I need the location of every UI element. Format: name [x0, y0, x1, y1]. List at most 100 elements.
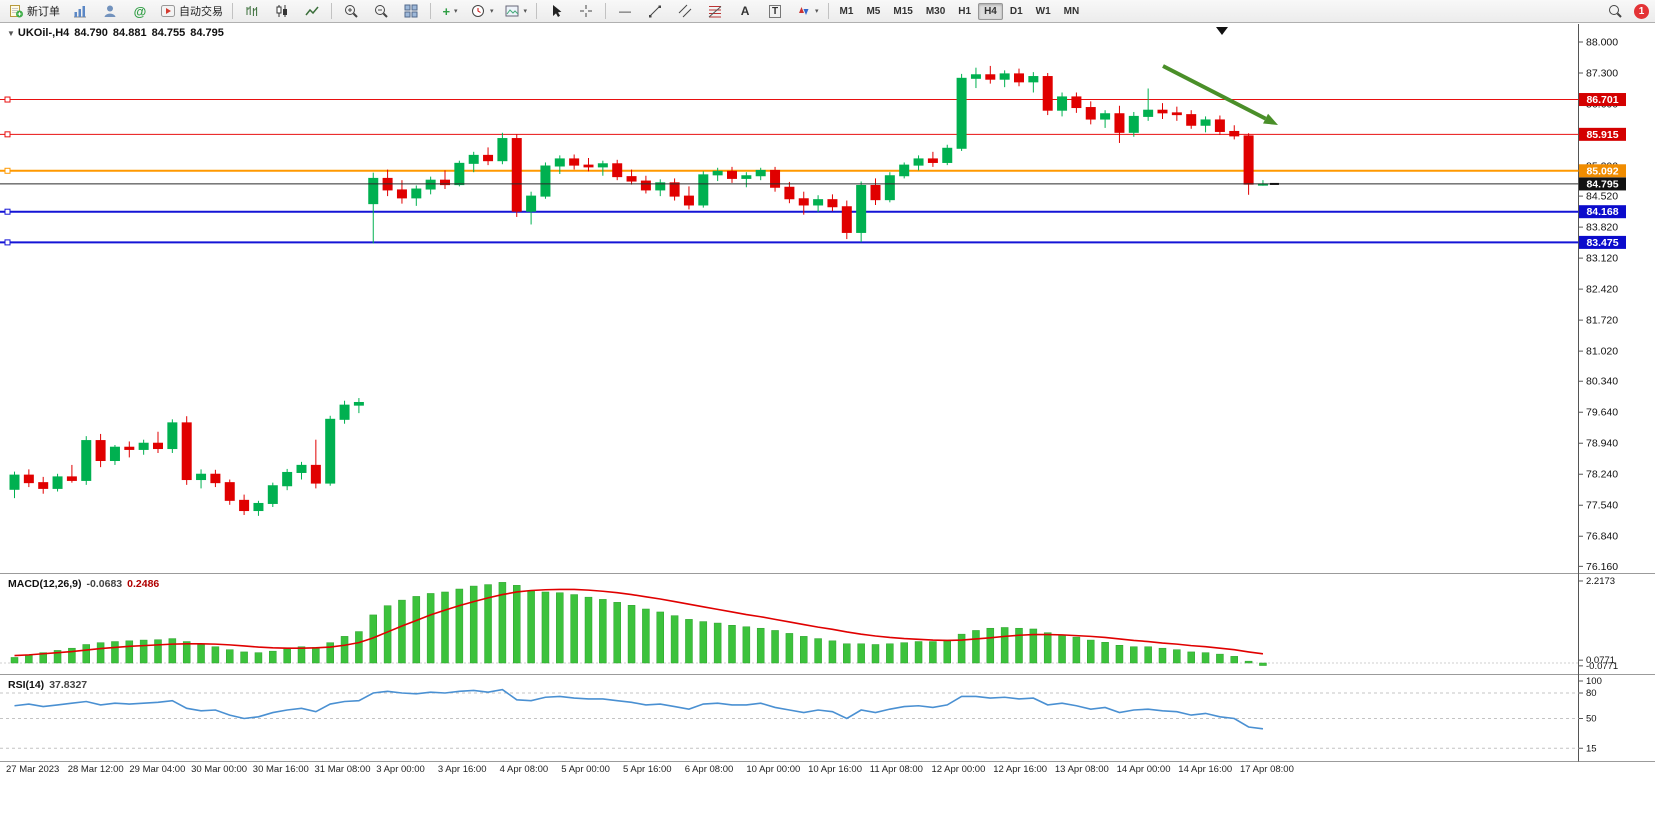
candle-body: [353, 401, 364, 406]
timeframe-mn[interactable]: MN: [1063, 5, 1080, 17]
collapse-arrow-icon[interactable]: ▼: [7, 29, 15, 38]
time-label: 10 Apr 00:00: [746, 764, 800, 775]
line-chart-type-button[interactable]: [298, 0, 326, 22]
candle-body: [109, 446, 120, 462]
macd-axis-labels: 2.2173 0.0771-0.0771: [1578, 576, 1618, 672]
candle-body: [683, 195, 694, 206]
svg-text:15: 15: [1586, 743, 1597, 754]
trendline-tool-button[interactable]: [641, 0, 669, 22]
indicators-button[interactable]: + ▾: [436, 0, 464, 22]
macd-signal-value: 0.2486: [127, 578, 160, 590]
svg-text:83.820: 83.820: [1586, 222, 1618, 234]
arrows-tool-button[interactable]: ▾: [791, 0, 823, 22]
line-handle[interactable]: [4, 239, 11, 246]
svg-text:76.160: 76.160: [1586, 561, 1618, 573]
crosshair-tool-button[interactable]: [572, 0, 600, 22]
clock-icon: [470, 3, 486, 19]
channel-tool-button[interactable]: [671, 0, 699, 22]
timeframe-w1[interactable]: W1: [1035, 5, 1051, 17]
fibonacci-icon: [707, 3, 723, 19]
candle-body: [813, 199, 824, 206]
candle-body: [1186, 114, 1197, 126]
svg-text:0.0771: 0.0771: [1586, 655, 1615, 666]
new-order-button[interactable]: 新订单: [4, 0, 64, 22]
candle-body: [1071, 96, 1082, 109]
candle-body: [1028, 76, 1039, 83]
time-label: 14 Apr 00:00: [1117, 764, 1171, 775]
community-button[interactable]: @: [126, 0, 154, 22]
candle-body: [440, 179, 450, 186]
main-toolbar: 新订单 @ 自动交易 + ▾ ▾ ▾ — A T ▾ M1 M5 M15 M30 H1 H4…: [0, 0, 1655, 23]
candle-body: [167, 422, 178, 450]
candle-body: [1243, 135, 1254, 185]
timeframe-m5[interactable]: M5: [866, 5, 881, 17]
down-triangle-marker[interactable]: [1216, 27, 1228, 35]
toolbar-divider: [605, 3, 607, 19]
line-handle[interactable]: [4, 208, 11, 215]
market-watch-button[interactable]: [96, 0, 124, 22]
candle-body: [52, 476, 63, 489]
time-label: 13 Apr 08:00: [1055, 764, 1109, 775]
timeframe-m15[interactable]: M15: [893, 5, 913, 17]
macd-histogram: [10, 582, 1267, 666]
high-value: 84.881: [112, 27, 147, 39]
text-tool-button[interactable]: A: [731, 0, 759, 22]
text-label-tool-button[interactable]: T: [761, 0, 789, 22]
candle-body: [712, 170, 723, 176]
fibonacci-tool-button[interactable]: [701, 0, 729, 22]
candle-body: [81, 440, 92, 481]
svg-text:81.720: 81.720: [1586, 315, 1618, 327]
rsi-line: [14, 688, 1264, 730]
candle-chart-type-button[interactable]: [268, 0, 296, 22]
candle-body: [95, 440, 106, 462]
timeframe-d1[interactable]: D1: [1009, 5, 1023, 17]
zoom-in-button[interactable]: [337, 0, 365, 22]
tile-windows-button[interactable]: [397, 0, 425, 22]
horizontal-line-tool-button[interactable]: —: [611, 0, 639, 22]
new-chart-button[interactable]: [66, 0, 94, 22]
new-order-label: 新订单: [27, 6, 60, 18]
candle-body: [1214, 119, 1225, 132]
autotrading-button[interactable]: 自动交易: [156, 0, 227, 22]
svg-text:77.540: 77.540: [1586, 500, 1618, 512]
toolbar-divider: [536, 3, 538, 19]
candle-body: [310, 464, 321, 484]
horizontal-line-icon: —: [619, 4, 632, 18]
notification-badge[interactable]: 1: [1634, 3, 1649, 19]
zoom-out-button[interactable]: [367, 0, 395, 22]
price-badge: 86.701: [1579, 93, 1626, 107]
cursor-tool-button[interactable]: [542, 0, 570, 22]
trend-arrow-annotation[interactable]: [1162, 64, 1278, 125]
svg-text:50: 50: [1586, 714, 1597, 725]
bar-chart-type-button[interactable]: [238, 0, 266, 22]
time-label: 12 Apr 00:00: [932, 764, 986, 775]
autotrading-label: 自动交易: [179, 6, 223, 18]
templates-button[interactable]: ▾: [500, 0, 532, 22]
time-label: 3 Apr 00:00: [376, 764, 425, 775]
svg-text:82.420: 82.420: [1586, 284, 1618, 296]
candle-body: [23, 474, 34, 484]
time-label: 17 Apr 08:00: [1240, 764, 1294, 775]
open-value: 84.790: [74, 27, 108, 39]
timeframe-m30[interactable]: M30: [925, 5, 946, 17]
time-label: 31 Mar 08:00: [315, 764, 371, 775]
price-badge: 85.915: [1579, 127, 1626, 141]
price-badge: 83.475: [1579, 235, 1626, 249]
candle-body: [526, 195, 537, 212]
timeframe-m1[interactable]: M1: [839, 5, 854, 17]
svg-text:81.020: 81.020: [1586, 346, 1618, 358]
line-handle[interactable]: [4, 167, 11, 174]
periods-button[interactable]: ▾: [466, 0, 498, 22]
line-handle[interactable]: [4, 96, 11, 103]
candle-body: [884, 175, 895, 201]
timeframe-h1[interactable]: H1: [958, 5, 972, 17]
candle-body: [411, 188, 422, 199]
time-label: 14 Apr 16:00: [1178, 764, 1232, 775]
time-label: 4 Apr 08:00: [500, 764, 549, 775]
line-handle[interactable]: [4, 131, 11, 138]
timeframe-h4[interactable]: H4: [978, 2, 1003, 20]
new-chart-icon: [72, 3, 88, 19]
search-button[interactable]: [1601, 0, 1629, 22]
candle-body: [856, 184, 867, 233]
